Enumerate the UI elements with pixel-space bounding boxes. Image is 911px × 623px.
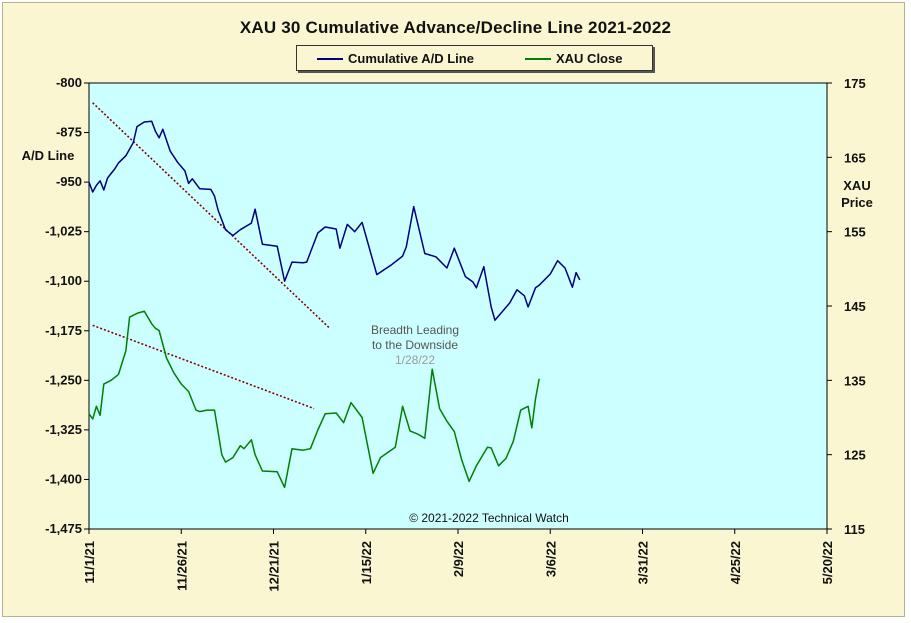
x-tick-label: 1/15/22 xyxy=(359,541,374,584)
right-tick-label: 155 xyxy=(844,225,866,240)
left-tick-label: -1,400 xyxy=(45,471,82,486)
right-axis-title-line-1: XAU xyxy=(843,178,871,193)
right-tick-label: 125 xyxy=(844,448,866,463)
left-tick-label: -1,025 xyxy=(45,224,82,239)
x-tick-label: 3/6/22 xyxy=(543,541,558,577)
copyright-text: © 2021-2022 Technical Watch xyxy=(409,511,569,525)
left-tick-label: -1,100 xyxy=(45,273,82,288)
ad-line-series xyxy=(88,120,581,321)
trendline xyxy=(92,324,315,410)
left-tick-label: -950 xyxy=(56,174,82,189)
legend-label-xau-close: XAU Close xyxy=(556,51,623,66)
right-tick-label: 165 xyxy=(844,150,866,165)
x-tick-label: 11/26/21 xyxy=(174,541,189,591)
legend-swatch-ad-line xyxy=(317,58,343,60)
left-axis-title: A/D Line xyxy=(12,147,84,164)
annotation-text-line-1: Breadth Leading xyxy=(371,323,459,337)
plot-area xyxy=(88,82,828,530)
left-tick-label: -1,325 xyxy=(45,422,82,437)
left-tick-label: -800 xyxy=(56,75,82,90)
xau-close-series xyxy=(88,310,540,489)
x-tick-label: 2/9/22 xyxy=(451,541,466,577)
chart-title: XAU 30 Cumulative Advance/Decline Line 2… xyxy=(239,18,672,37)
annotation-date: 1/28/22 xyxy=(395,353,435,367)
right-tick-label: 135 xyxy=(844,373,866,388)
legend-label-ad-line: Cumulative A/D Line xyxy=(348,51,474,66)
x-tick-label: 11/1/21 xyxy=(82,541,97,584)
right-axis-title-line-2: Price xyxy=(841,195,873,210)
left-axis-title-line: A/D Line xyxy=(21,148,75,163)
left-tick-label: -1,475 xyxy=(45,521,82,536)
legend-swatch-xau-close xyxy=(525,58,551,60)
chart-legend: Cumulative A/D Line XAU Close xyxy=(296,45,653,71)
right-axis-title: XAU Price xyxy=(836,177,878,211)
right-tick-label: 145 xyxy=(844,299,866,314)
left-tick-label: -875 xyxy=(56,125,82,140)
x-tick-label: 5/20/22 xyxy=(820,541,835,584)
left-tick-label: -1,175 xyxy=(45,323,82,338)
left-tick-label: -1,250 xyxy=(45,372,82,387)
right-tick-label: 175 xyxy=(844,76,866,91)
right-tick-label: 115 xyxy=(844,522,865,537)
x-tick-label: 4/25/22 xyxy=(728,541,743,584)
annotation-text-line-2: to the Downside xyxy=(372,338,458,352)
x-tick-label: 3/31/22 xyxy=(636,541,651,584)
x-tick-label: 12/21/21 xyxy=(267,541,282,592)
